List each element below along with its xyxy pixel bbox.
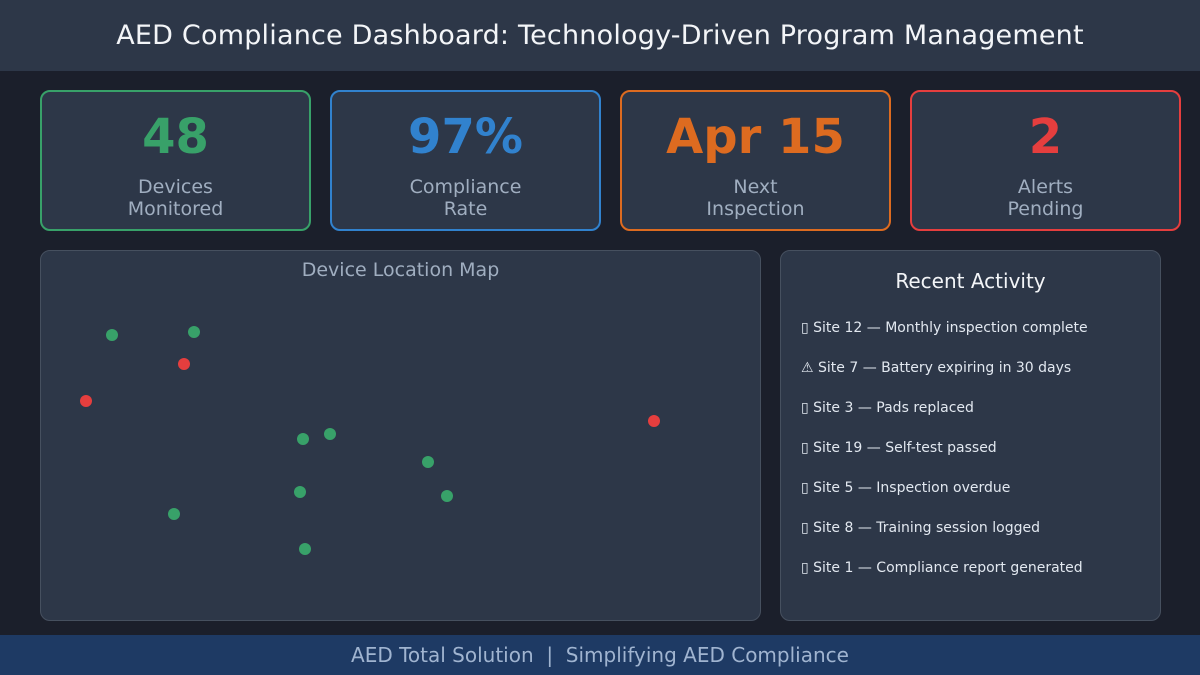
device-location-map: Device Location Map	[40, 250, 761, 621]
stat-label-1: Devices	[138, 176, 213, 198]
stat-card-inspection: Apr 15 Next Inspection	[620, 90, 891, 231]
stat-value: 48	[142, 109, 209, 165]
stat-card-alerts: 2 Alerts Pending	[910, 90, 1181, 231]
stat-label-1: Alerts	[1017, 176, 1074, 198]
device-marker-alert[interactable]	[178, 358, 190, 370]
stat-label-1: Compliance	[409, 176, 522, 198]
device-marker-ok[interactable]	[297, 433, 309, 445]
map-title: Device Location Map	[301, 259, 500, 281]
page-title: AED Compliance Dashboard: Technology-Dri…	[116, 20, 1084, 51]
stat-card-compliance: 97% Compliance Rate	[330, 90, 601, 231]
device-marker-alert[interactable]	[80, 395, 92, 407]
device-marker-ok[interactable]	[299, 543, 311, 555]
device-marker-ok[interactable]	[294, 486, 306, 498]
footer: AED Total Solution | Simplifying AED Com…	[0, 635, 1200, 675]
activity-title: Recent Activity	[895, 269, 1046, 293]
activity-item: ▯ Site 12 — Monthly inspection complete	[801, 320, 1088, 336]
device-marker-ok[interactable]	[324, 428, 336, 440]
stat-value: Apr 15	[666, 109, 845, 165]
activity-item: ▯ Site 5 — Inspection overdue	[801, 480, 1011, 496]
activity-item: ▯ Site 8 — Training session logged	[801, 520, 1040, 536]
stat-label-2: Inspection	[706, 198, 805, 220]
stat-card-devices: 48 Devices Monitored	[40, 90, 311, 231]
stat-value: 2	[1028, 109, 1063, 165]
device-marker-ok[interactable]	[106, 329, 118, 341]
recent-activity-panel: Recent Activity ▯ Site 12 — Monthly insp…	[780, 250, 1161, 621]
stat-value: 97%	[408, 109, 523, 165]
device-marker-alert[interactable]	[648, 415, 660, 427]
activity-item: ⚠ Site 7 — Battery expiring in 30 days	[801, 360, 1072, 376]
device-marker-ok[interactable]	[422, 456, 434, 468]
device-marker-ok[interactable]	[168, 508, 180, 520]
stat-label-2: Rate	[443, 198, 488, 220]
activity-item: ▯ Site 3 — Pads replaced	[801, 400, 974, 416]
footer-text: AED Total Solution | Simplifying AED Com…	[351, 643, 849, 667]
stat-label-2: Monitored	[127, 198, 224, 220]
device-marker-ok[interactable]	[441, 490, 453, 502]
dashboard-header: AED Compliance Dashboard: Technology-Dri…	[0, 0, 1200, 71]
stat-label-2: Pending	[1007, 198, 1084, 220]
activity-item: ▯ Site 19 — Self-test passed	[801, 440, 997, 456]
device-marker-ok[interactable]	[188, 326, 200, 338]
stat-label-1: Next	[733, 176, 778, 198]
activity-item: ▯ Site 1 — Compliance report generated	[801, 560, 1083, 576]
